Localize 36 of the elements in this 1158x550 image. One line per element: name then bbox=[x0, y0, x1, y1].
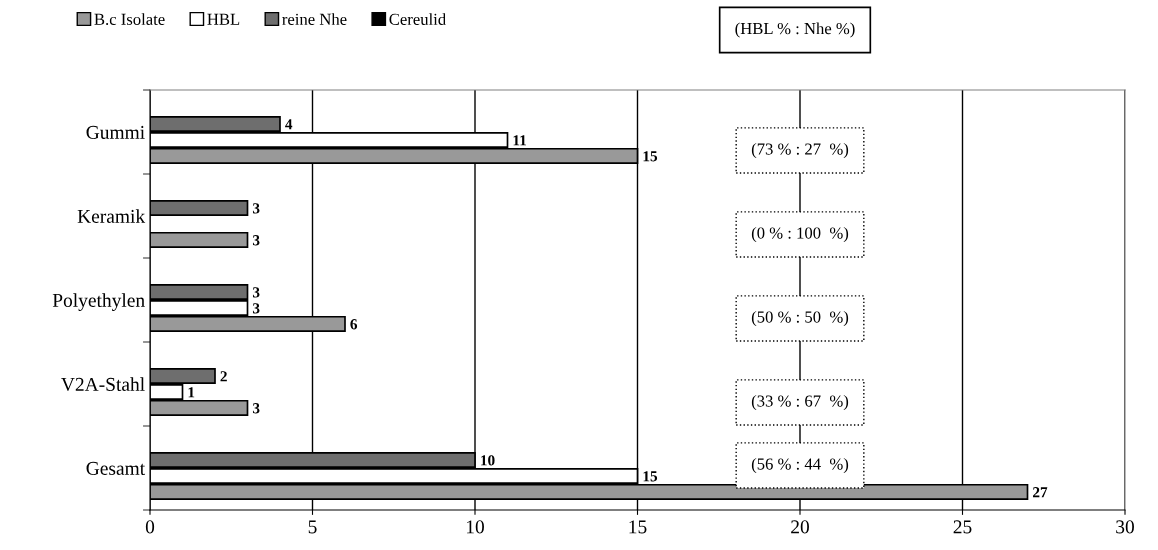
annotation: (50 % : 50 %) bbox=[751, 310, 849, 327]
data-label: 6 bbox=[350, 319, 358, 330]
data-label: 3 bbox=[252, 203, 260, 214]
text: (HBL % : Nhe %) bbox=[735, 22, 855, 38]
data-label: 1 bbox=[188, 387, 195, 398]
x-tick-label: 30 bbox=[1116, 520, 1134, 534]
annotation: (56 % : 44 %) bbox=[751, 457, 849, 474]
x-tick-label: 25 bbox=[953, 520, 972, 534]
data-label: 27 bbox=[1033, 487, 1048, 498]
legend-label: HBL bbox=[207, 13, 240, 25]
data-label: 15 bbox=[643, 151, 658, 162]
legend-label: reine Nhe bbox=[282, 13, 347, 25]
annotation: (73 % : 27 %) bbox=[751, 142, 849, 159]
legend-label: Cereulid bbox=[389, 13, 446, 25]
data-label: 3 bbox=[252, 287, 260, 298]
x-tick-label: 5 bbox=[308, 520, 317, 534]
x-tick-label: 0 bbox=[145, 520, 155, 534]
y-tick-label: Polyethylen bbox=[52, 293, 145, 311]
x-tick-label: 20 bbox=[791, 520, 809, 534]
y-tick-label: Gummi bbox=[86, 125, 145, 139]
x-tick-label: 10 bbox=[466, 520, 484, 534]
data-label: 15 bbox=[643, 471, 658, 482]
data-label: 3 bbox=[252, 403, 260, 414]
data-label: 2 bbox=[220, 371, 227, 382]
annotation: (33 % : 67 %) bbox=[751, 394, 849, 411]
data-label: 10 bbox=[481, 455, 495, 466]
y-tick-label: Keramik bbox=[77, 209, 146, 223]
y-tick-label: V2A-Stahl bbox=[61, 377, 145, 392]
legend-label: B.c Isolate bbox=[94, 13, 165, 25]
data-label: 11 bbox=[513, 135, 527, 146]
data-label: 3 bbox=[252, 235, 260, 246]
x-tick-label: 15 bbox=[629, 520, 647, 534]
y-tick-label: Gesamt bbox=[86, 461, 146, 475]
data-label: 4 bbox=[285, 119, 293, 130]
data-label: 3 bbox=[252, 303, 260, 314]
annotation: (0 % : 100 %) bbox=[751, 226, 849, 243]
